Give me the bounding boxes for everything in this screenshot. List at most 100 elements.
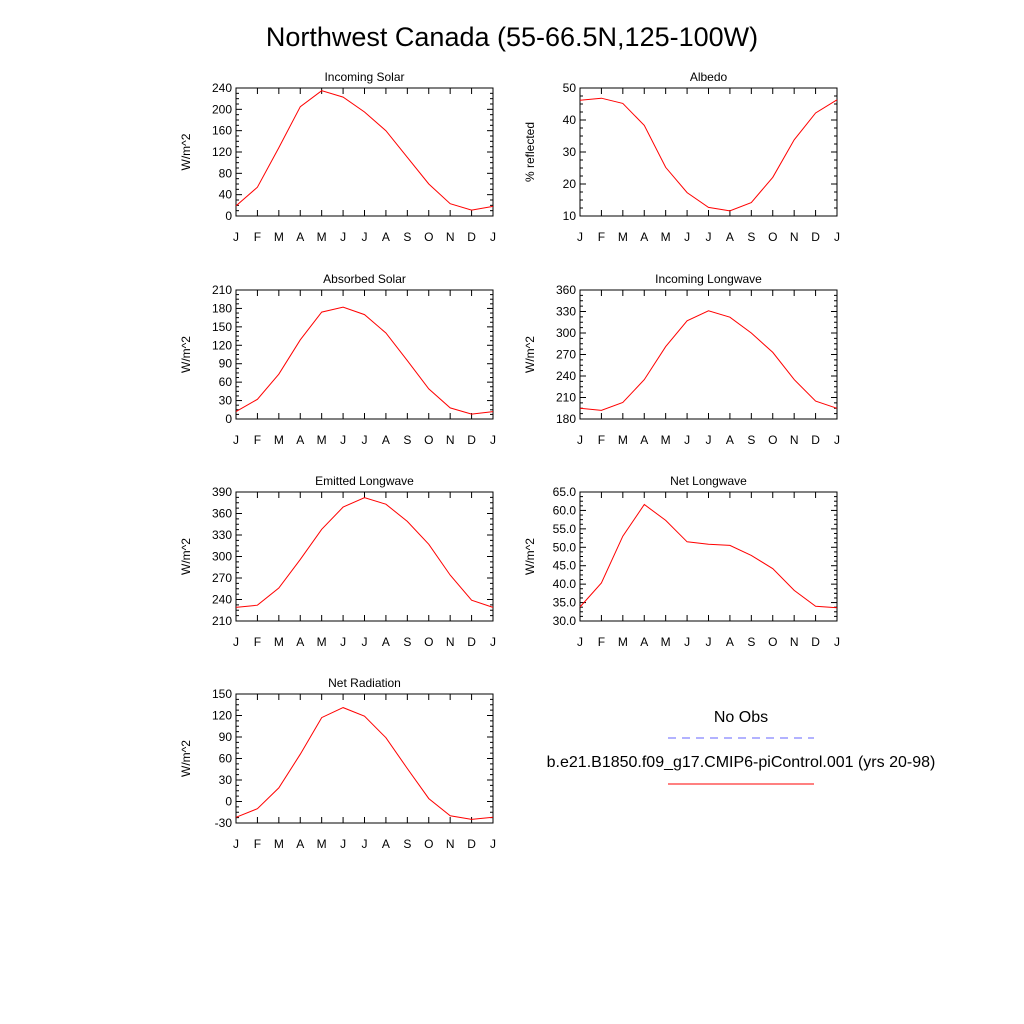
figure-title: Northwest Canada (55-66.5N,125-100W) xyxy=(266,22,758,52)
x-tick-label: M xyxy=(661,230,671,244)
x-tick-label: A xyxy=(296,837,304,851)
x-tick-label: A xyxy=(382,837,390,851)
y-tick-label: 90 xyxy=(219,730,233,744)
legend-model-label: b.e21.B1850.f09_g17.CMIP6-piControl.001 … xyxy=(547,754,936,771)
panel-title: Net Radiation xyxy=(328,676,401,690)
x-tick-label: A xyxy=(726,433,734,447)
y-tick-label: 120 xyxy=(212,709,232,723)
x-tick-label: N xyxy=(446,635,455,649)
y-tick-label: 50.0 xyxy=(553,540,577,554)
y-tick-label: 160 xyxy=(212,124,232,138)
x-tick-label: S xyxy=(403,837,411,851)
y-tick-label: 240 xyxy=(556,369,576,383)
y-tick-label: -30 xyxy=(215,816,233,830)
x-tick-label: A xyxy=(296,230,304,244)
y-tick-label: 270 xyxy=(556,348,576,362)
legend-obs-label: No Obs xyxy=(714,709,768,726)
y-tick-label: 65.0 xyxy=(553,485,577,499)
x-tick-label: J xyxy=(684,433,690,447)
x-tick-label: J xyxy=(577,230,583,244)
y-tick-label: 0 xyxy=(225,412,232,426)
x-tick-label: A xyxy=(296,635,304,649)
y-tick-label: 210 xyxy=(212,614,232,628)
series-line-incoming-longwave xyxy=(579,310,838,411)
y-axis-label: % reflected xyxy=(523,122,537,182)
x-tick-label: M xyxy=(618,433,628,447)
x-tick-label: F xyxy=(598,230,605,244)
x-tick-label: J xyxy=(340,635,346,649)
x-tick-label: J xyxy=(834,433,840,447)
x-tick-label: N xyxy=(790,635,799,649)
x-tick-label: S xyxy=(403,230,411,244)
y-tick-label: 270 xyxy=(212,571,232,585)
y-tick-label: 240 xyxy=(212,81,232,95)
panel-title: Incoming Solar xyxy=(324,70,404,84)
x-tick-label: D xyxy=(467,837,476,851)
x-tick-label: J xyxy=(362,433,368,447)
x-tick-label: M xyxy=(317,837,327,851)
x-tick-label: J xyxy=(706,230,712,244)
x-tick-label: J xyxy=(233,433,239,447)
x-tick-label: J xyxy=(834,230,840,244)
x-tick-label: J xyxy=(340,230,346,244)
y-tick-label: 60.0 xyxy=(553,503,577,517)
x-tick-label: D xyxy=(467,230,476,244)
x-tick-label: F xyxy=(598,635,605,649)
x-tick-label: D xyxy=(467,635,476,649)
x-tick-label: J xyxy=(834,635,840,649)
x-tick-label: J xyxy=(490,635,496,649)
plot-frame xyxy=(235,491,494,622)
series-line-emitted-longwave xyxy=(235,497,494,608)
x-tick-label: J xyxy=(684,230,690,244)
plot-frame xyxy=(579,491,838,622)
plot-frame xyxy=(235,87,494,217)
y-tick-label: 30.0 xyxy=(553,614,577,628)
y-tick-label: 360 xyxy=(556,283,576,297)
y-tick-label: 45.0 xyxy=(553,559,577,573)
plot-frame xyxy=(235,289,494,420)
x-tick-label: O xyxy=(424,433,433,447)
x-tick-label: F xyxy=(254,433,261,447)
x-tick-label: M xyxy=(618,230,628,244)
x-tick-label: N xyxy=(446,230,455,244)
y-tick-label: 330 xyxy=(212,528,232,542)
x-tick-label: A xyxy=(640,635,648,649)
panel-title: Albedo xyxy=(690,70,728,84)
y-tick-label: 50 xyxy=(563,81,577,95)
x-tick-label: D xyxy=(467,433,476,447)
x-tick-label: N xyxy=(790,230,799,244)
y-tick-label: 40 xyxy=(219,188,233,202)
series-line-albedo xyxy=(579,97,838,212)
x-tick-label: A xyxy=(640,433,648,447)
y-tick-label: 0 xyxy=(225,209,232,223)
x-tick-label: J xyxy=(490,230,496,244)
y-tick-label: 30 xyxy=(563,145,577,159)
y-tick-label: 120 xyxy=(212,145,232,159)
x-tick-label: S xyxy=(747,433,755,447)
series-line-net-radiation xyxy=(235,707,494,820)
x-tick-label: O xyxy=(424,635,433,649)
x-tick-label: S xyxy=(747,230,755,244)
x-tick-label: O xyxy=(768,230,777,244)
x-tick-label: J xyxy=(706,635,712,649)
y-tick-label: 40.0 xyxy=(553,577,577,591)
y-tick-label: 0 xyxy=(225,795,232,809)
y-axis-label: W/m^2 xyxy=(523,538,537,575)
x-tick-label: F xyxy=(254,635,261,649)
y-tick-label: 30 xyxy=(219,394,233,408)
x-tick-label: J xyxy=(490,433,496,447)
x-tick-label: M xyxy=(274,230,284,244)
x-tick-label: M xyxy=(317,433,327,447)
x-tick-label: N xyxy=(790,433,799,447)
x-tick-label: J xyxy=(233,635,239,649)
x-tick-label: M xyxy=(274,635,284,649)
x-tick-label: N xyxy=(446,433,455,447)
x-tick-label: J xyxy=(577,635,583,649)
x-tick-label: A xyxy=(296,433,304,447)
y-tick-label: 90 xyxy=(219,357,233,371)
y-tick-label: 300 xyxy=(556,326,576,340)
